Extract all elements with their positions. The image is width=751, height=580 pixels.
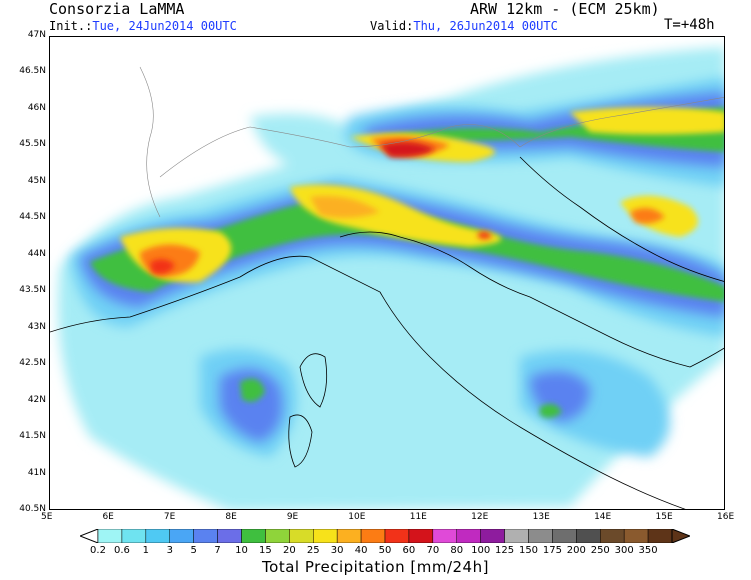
coastlines — [50, 156, 724, 509]
lat-label: 43N — [27, 321, 46, 332]
lon-label: 14E — [594, 512, 612, 522]
precip-field-red — [150, 141, 492, 274]
colorbar-swatch — [193, 529, 218, 543]
lon-label: 8E — [225, 512, 237, 522]
colorbar-tick-label: 10 — [235, 545, 248, 556]
colorbar-swatch — [576, 529, 601, 543]
borders — [139, 66, 724, 218]
init-line: Init.:Tue, 24Jun2014 00UTC — [49, 19, 237, 33]
lat-label: 47N — [27, 30, 46, 40]
precipitation-map — [49, 36, 725, 510]
colorbar-tick-label: 1 — [142, 545, 150, 556]
colorbar-swatch — [600, 529, 625, 543]
valid-value: Thu, 26Jun2014 00UTC — [413, 19, 558, 33]
colorbar-swatch — [360, 529, 386, 543]
lat-label: 43.5N — [19, 285, 46, 296]
lat-label: 44N — [27, 248, 46, 259]
colorbar-low-arrow — [80, 529, 99, 543]
colorbar-tick-label: 40 — [354, 545, 368, 556]
colorbar-tick-label: 80 — [450, 545, 464, 556]
colorbar-swatch — [289, 529, 314, 543]
colorbar-tick-label: 100 — [471, 545, 491, 556]
colorbar-swatch — [265, 529, 290, 543]
lat-label: 42.5N — [19, 358, 46, 369]
lon-label: 7E — [163, 512, 176, 522]
colorbar-tick-label: 350 — [638, 545, 658, 556]
colorbar-tick-label: 0.6 — [113, 545, 130, 556]
lon-label: 13E — [532, 512, 550, 522]
org-title: Consorzia LaMMA — [49, 0, 185, 18]
colorbar-swatch — [384, 529, 410, 543]
colorbar-swatch — [217, 529, 242, 543]
colorbar-tick-label: 150 — [518, 545, 539, 556]
colorbar-tick-label: 70 — [426, 545, 440, 556]
colorbar-tick-label: 15 — [259, 545, 272, 556]
colorbar-swatch — [169, 529, 194, 543]
colorbar-tick-label: 5 — [190, 545, 197, 556]
lat-label: 40.5N — [19, 504, 46, 514]
colorbar-tick-label: 3 — [166, 545, 173, 556]
colorbar-tick-label: 175 — [542, 545, 562, 556]
colorbar-tick-label: 200 — [566, 545, 586, 556]
lon-label: 12E — [471, 512, 489, 522]
lon-label: 15E — [655, 512, 673, 522]
forecast-step: T=+48h — [664, 17, 715, 33]
colorbar-swatch — [504, 529, 529, 543]
lon-label: 10E — [348, 512, 366, 522]
colorbar-swatch — [456, 529, 481, 543]
lon-label: 6E — [102, 512, 114, 522]
colorbar-tick-label: 30 — [330, 545, 344, 556]
lat-label: 41.5N — [19, 431, 46, 442]
lon-label: 16E — [717, 512, 735, 522]
lon-label: 11E — [409, 512, 427, 522]
colorbar-swatch — [528, 529, 553, 543]
colorbar-swatch — [121, 529, 147, 543]
colorbar-tick-label: 125 — [495, 545, 515, 556]
colorbar-swatch — [552, 529, 577, 543]
colorbar-swatch — [647, 529, 673, 543]
init-value: Tue, 24Jun2014 00UTC — [92, 19, 237, 33]
colorbar-swatch — [97, 529, 123, 543]
lat-label: 44.5N — [19, 212, 46, 223]
colorbar-tick-label: 250 — [590, 545, 610, 556]
colorbar-tick-label: 300 — [614, 545, 634, 556]
colorbar — [80, 529, 690, 543]
lat-label: 45.5N — [19, 139, 46, 150]
model-title: ARW 12km - (ECM 25km) — [470, 0, 660, 18]
map-svg — [50, 47, 724, 509]
lat-label: 45N — [27, 175, 46, 186]
lon-label: 5E — [41, 512, 53, 522]
init-label: Init.: — [49, 19, 93, 33]
colorbar-swatch — [241, 529, 266, 543]
lat-label: 41N — [27, 467, 46, 478]
colorbar-tick-label: 20 — [282, 545, 296, 556]
lat-label: 46.5N — [19, 66, 46, 77]
colorbar-tick-label: 25 — [306, 545, 320, 556]
colorbar-title: Total Precipitation [mm/24h] — [262, 558, 489, 576]
valid-label: Valid: — [370, 19, 414, 33]
colorbar-tick-label: 7 — [214, 545, 221, 556]
colorbar-tick-label: 50 — [378, 545, 392, 556]
lat-label: 42N — [27, 394, 46, 405]
colorbar-swatch — [623, 529, 649, 543]
colorbar-swatch — [336, 529, 362, 543]
colorbar-swatch — [408, 529, 434, 543]
colorbar-swatch — [480, 529, 505, 543]
valid-line: Valid:Thu, 26Jun2014 00UTC — [370, 19, 558, 33]
lon-label: 9E — [286, 512, 299, 522]
colorbar-swatch — [313, 529, 338, 543]
colorbar-swatch — [145, 529, 171, 543]
colorbar-tick-label: 60 — [402, 545, 416, 556]
lat-label: 46N — [27, 102, 46, 113]
colorbar-high-arrow — [671, 529, 690, 543]
colorbar-tick-label: 0.2 — [90, 545, 106, 556]
colorbar-swatch — [432, 529, 458, 543]
